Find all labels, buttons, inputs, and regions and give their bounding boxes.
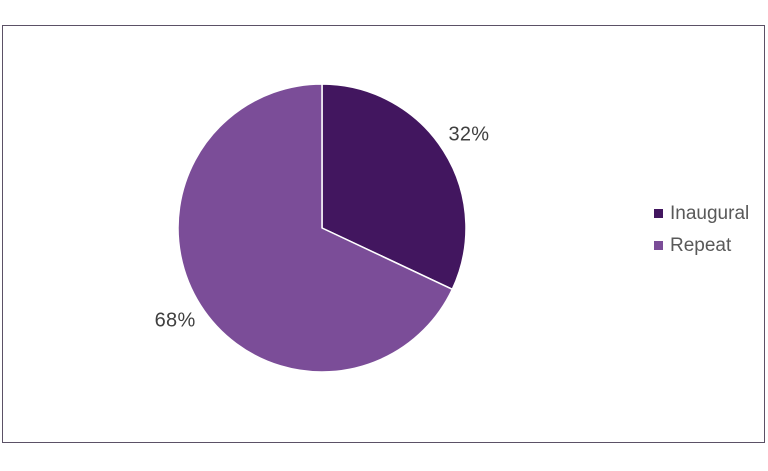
pie-slice-repeat <box>177 83 454 373</box>
pie-slice-inaugural <box>321 83 467 291</box>
legend-label-repeat: Repeat <box>670 235 732 256</box>
legend: Inaugural Repeat <box>654 202 749 257</box>
legend-label-inaugural: Inaugural <box>670 203 750 224</box>
data-label-repeat: 68% <box>154 309 196 332</box>
legend-swatch-inaugural-icon <box>654 209 663 218</box>
legend-item-inaugural: Inaugural <box>654 202 749 225</box>
legend-item-repeat: Repeat <box>654 234 749 257</box>
data-label-inaugural: 32% <box>448 123 490 146</box>
legend-swatch-repeat-icon <box>654 241 663 250</box>
